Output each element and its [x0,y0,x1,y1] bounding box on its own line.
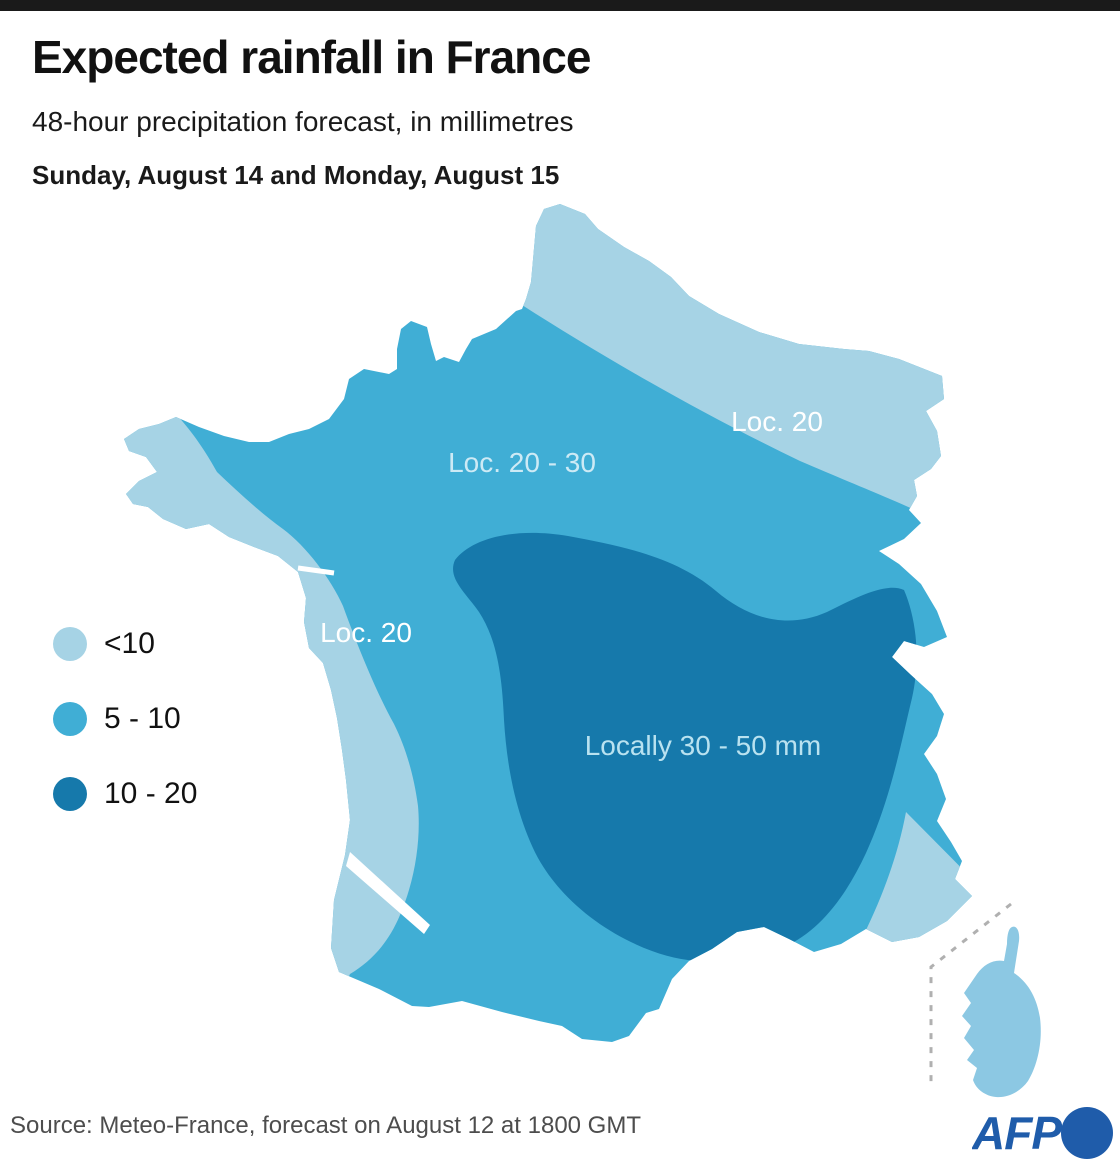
afp-logo: AFP [972,1107,1113,1159]
zone-10-20-center [453,532,917,962]
page-title: Expected rainfall in France [32,31,591,83]
legend-item-under-10: <10 [52,626,197,662]
afp-logo-circle-icon [1061,1107,1113,1159]
corsica-inset-dashed-line [929,902,1012,1086]
source-credit: Source: Meteo-France, forecast on August… [10,1112,641,1139]
map-label-northeast: Loc. 20 [731,406,823,437]
map-label-west-coast: Loc. 20 [320,617,412,648]
legend-label: 10 - 20 [104,777,198,810]
legend: <10 5 - 10 10 - 20 [52,626,197,812]
legend-label: <10 [104,627,155,660]
legend-dot-light-icon [53,627,87,661]
legend-item-5-10: 5 - 10 [52,701,197,737]
legend-label: 5 - 10 [104,702,181,735]
map-label-center: Locally 30 - 50 mm [585,730,822,761]
forecast-date-line: Sunday, August 14 and Monday, August 15 [32,160,560,190]
corsica-island [962,926,1041,1098]
page-subtitle: 48-hour precipitation forecast, in milli… [32,106,574,137]
afp-logo-text: AFP [972,1107,1062,1159]
legend-dot-dark-icon [53,777,87,811]
loire-estuary [297,565,335,576]
legend-dot-medium-icon [53,702,87,736]
legend-item-10-20: 10 - 20 [52,776,197,812]
gironde-estuary [346,852,430,934]
top-accent-bar [0,0,1120,11]
map-label-north-center: Loc. 20 - 30 [448,447,596,478]
